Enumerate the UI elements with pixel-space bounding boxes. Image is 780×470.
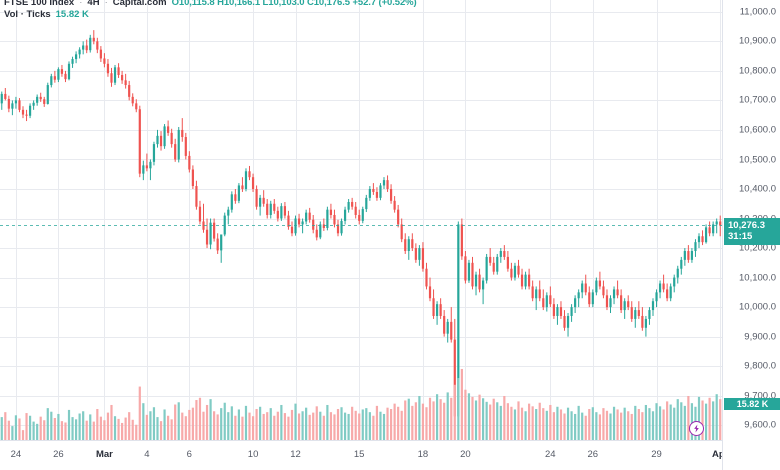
price-tick: 10,500.0 xyxy=(739,154,776,165)
price-tick: 10,100.0 xyxy=(739,272,776,284)
time-tick: 24 xyxy=(10,449,22,460)
time-tick: 18 xyxy=(417,449,429,460)
price-tick: 10,600.0 xyxy=(739,124,776,136)
time-tick: 15 xyxy=(353,449,365,460)
price-tick: 9,600.0 xyxy=(744,419,776,431)
bar-countdown: 31:15 xyxy=(728,230,753,242)
price-tick: 9,700.0 xyxy=(744,390,776,402)
time-tick: 4 xyxy=(144,449,150,460)
current-price-value: 10,276.3 xyxy=(728,219,765,231)
volume-value-badge[interactable]: 15.82 K xyxy=(724,397,780,410)
price-tick: 10,000.0 xyxy=(739,301,776,313)
time-tick: 24 xyxy=(545,449,556,460)
chart-pane[interactable] xyxy=(0,0,722,440)
price-axis[interactable]: 11,000.0 10,900.0 10,800.0 10,700.0 10,600.0… xyxy=(722,0,780,440)
lightning-bolt-icon xyxy=(692,424,701,433)
time-tick: 26 xyxy=(587,449,599,460)
price-tick: 10,400.0 xyxy=(739,183,776,195)
current-price-badge[interactable]: 10,276.3 31:15 xyxy=(724,217,780,245)
time-tick: 20 xyxy=(460,449,471,460)
price-tick: 10,200.0 xyxy=(739,242,776,254)
time-tick: 12 xyxy=(290,449,301,460)
time-axis[interactable]: 24 26 Mar 4 6 10 12 15 18 20 24 26 29 Apr xyxy=(0,440,780,470)
time-tick: Mar xyxy=(95,449,113,460)
time-tick: 10 xyxy=(247,449,259,460)
price-tick: 10,900.0 xyxy=(739,35,776,47)
price-tick: 9,800.0 xyxy=(744,360,776,372)
economic-event-marker[interactable] xyxy=(688,421,704,436)
axis-corner xyxy=(722,440,780,470)
chart-gridlines xyxy=(0,0,722,440)
time-tick: Apr xyxy=(712,449,729,460)
time-tick: 29 xyxy=(651,449,662,460)
price-tick: 10,700.0 xyxy=(739,94,776,106)
price-line-overlay xyxy=(0,225,722,226)
price-tick: 10,800.0 xyxy=(739,65,776,77)
time-tick: 6 xyxy=(186,449,192,460)
price-tick: 11,000.0 xyxy=(739,6,776,18)
time-tick: 26 xyxy=(53,449,64,460)
price-tick: 9,900.0 xyxy=(744,331,776,343)
